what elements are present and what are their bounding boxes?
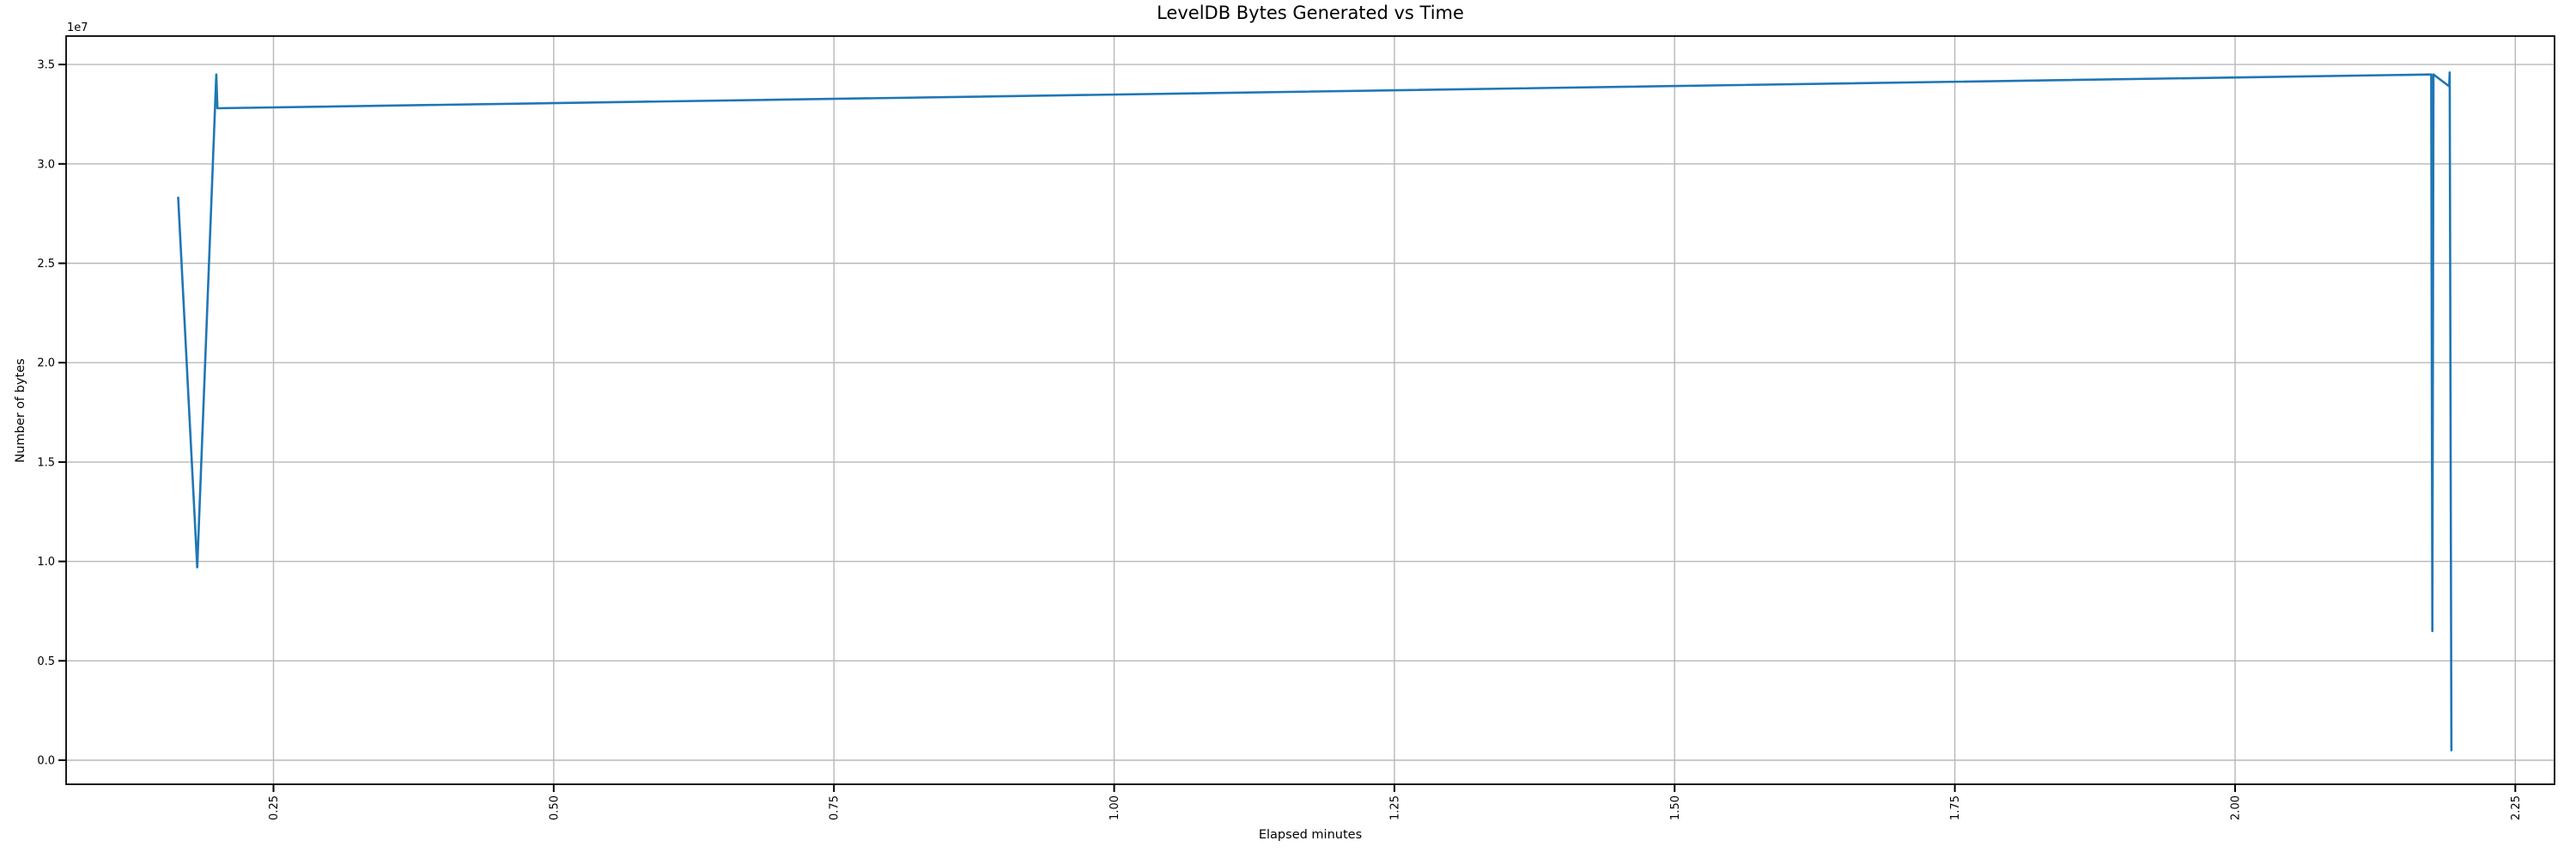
x-tick-label: 2.25 <box>2510 795 2523 820</box>
y-tick-label: 0.0 <box>37 755 55 768</box>
x-tick-label: 1.00 <box>1109 795 1121 820</box>
y-tick-label: 2.0 <box>37 357 55 370</box>
x-tick-label: 0.25 <box>268 795 281 820</box>
plot-border <box>65 35 2555 785</box>
grid-group <box>66 36 2555 784</box>
y-axis-offset-label: 1e7 <box>67 21 88 34</box>
series-group <box>177 71 2453 752</box>
y-tick-label: 3.5 <box>37 59 55 72</box>
x-tick-label: 2.00 <box>2229 795 2242 820</box>
series-line-bytes-generated <box>177 71 2453 752</box>
tick-group <box>58 64 2517 792</box>
tick-label-group: 0.25 0.50 0.75 1.00 1.25 1.50 1.75 2.00 2.25 0.0 0… <box>37 59 2522 820</box>
y-tick-label: 3.0 <box>37 158 55 171</box>
y-tick-label: 1.0 <box>37 556 55 569</box>
x-tick-label: 0.75 <box>829 795 841 820</box>
y-axis-label: Number of bytes <box>14 358 27 463</box>
y-tick-label: 2.5 <box>37 258 55 271</box>
y-tick-label: 1.5 <box>37 456 55 469</box>
chart-title: LevelDB Bytes Generated vs Time <box>1157 3 1464 23</box>
x-axis-label: Elapsed minutes <box>1258 828 1363 842</box>
x-tick-label: 1.25 <box>1388 795 1401 820</box>
y-tick-label: 0.5 <box>37 655 55 668</box>
x-tick-label: 1.50 <box>1669 795 1682 820</box>
x-tick-label: 0.50 <box>548 795 561 820</box>
x-tick-label: 1.75 <box>1949 795 1962 820</box>
